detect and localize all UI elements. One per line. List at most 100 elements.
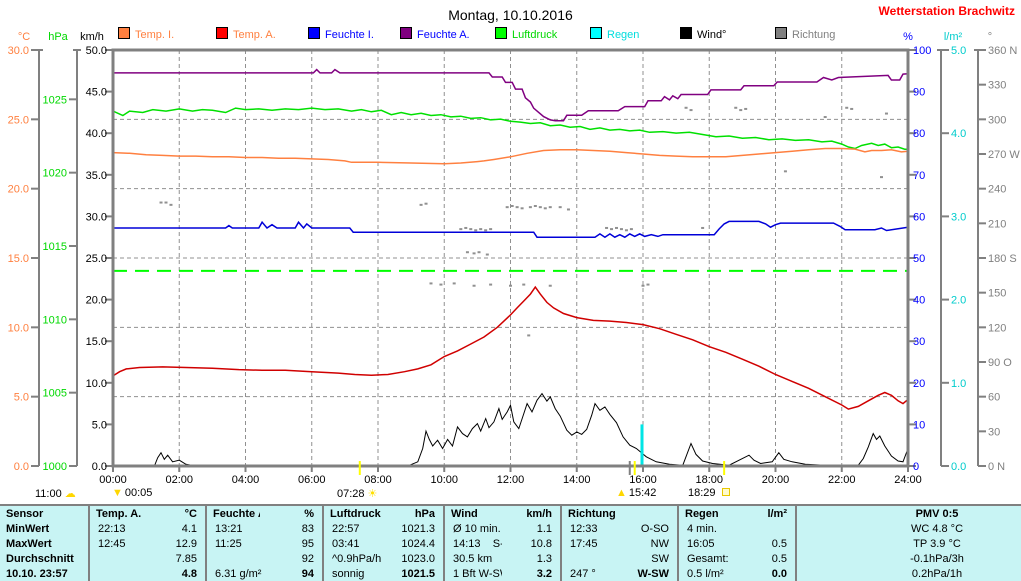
direction-dot — [744, 107, 748, 110]
direction-dot — [538, 206, 542, 209]
direction-dot — [479, 228, 483, 231]
direction-dot — [459, 228, 463, 231]
table-cell-label — [98, 552, 147, 567]
x-tick-label: 04:00 — [232, 474, 260, 486]
table-separator — [677, 506, 679, 581]
y-tick-label-deg: 360 N — [988, 45, 1017, 57]
y-tick-label-kmh: 0.0 — [92, 461, 107, 473]
table-cell-pmv: WC 4.8 °C — [910, 523, 964, 535]
table-cell-label: 1 Bft W-SW — [453, 568, 502, 580]
y-tick-label-pct: 100 — [913, 45, 931, 57]
legend-label: Temp. A. — [233, 29, 276, 41]
table-separator — [88, 506, 90, 581]
axis-unit-kmh: km/h — [80, 31, 104, 43]
series-luftdruck — [112, 107, 908, 150]
direction-dot — [527, 334, 531, 337]
y-tick-label-deg: 90 O — [988, 357, 1012, 369]
axis-unit-c: °C — [18, 31, 30, 43]
table-header-wind: Wind — [451, 508, 478, 520]
direction-dot — [610, 228, 614, 231]
direction-dot — [566, 208, 570, 211]
direction-dot — [850, 107, 854, 110]
table-header-unit: % — [304, 508, 314, 520]
y-tick-label-kmh: 35.0 — [86, 170, 107, 182]
table-header-pmv: PMV 0:5 — [915, 508, 959, 520]
marker-time-label: 11:00 — [35, 488, 62, 500]
table-cell-label: 17:45 — [570, 538, 598, 550]
legend-item-temp-i: Temp. I. — [118, 27, 174, 41]
table-cell-value: 3.2 — [536, 568, 552, 580]
table-row-label: Durchschnitt — [6, 553, 74, 565]
direction-dot — [489, 283, 493, 286]
y-tick-label-pct: 0 — [913, 461, 919, 473]
table-cell-label: 16:05 — [687, 538, 715, 550]
direction-dot — [465, 251, 469, 254]
y-tick-label-kmh: 25.0 — [86, 253, 107, 265]
table-separator — [443, 506, 445, 581]
y-tick-label-deg: 210 — [988, 218, 1006, 230]
table-cell-value: 1021.3 — [401, 523, 435, 535]
station-name: Wetterstation Brachwitz — [878, 4, 1015, 18]
y-tick-label-kmh: 45.0 — [86, 87, 107, 99]
y-tick-label-c: 5.0 — [14, 392, 29, 404]
y-tick-label-lm2: 2.0 — [951, 295, 966, 307]
direction-dot — [646, 283, 650, 286]
table-cell-label: Ø 10 min. — [453, 523, 501, 535]
sun-icon: ☀ — [367, 488, 378, 500]
table-cell-label — [98, 567, 147, 581]
table-cell-value: 4.8 — [181, 568, 197, 580]
y-tick-label-deg: 150 — [988, 288, 1006, 300]
direction-dot — [619, 228, 623, 231]
table-header-unit: l/m² — [767, 508, 787, 520]
y-tick-label-deg: 240 — [988, 184, 1006, 196]
y-tick-label-deg: 330 — [988, 80, 1006, 92]
legend-label: Luftdruck — [512, 29, 558, 41]
table-cell-label: Gesamt: — [687, 553, 729, 565]
x-tick-label: 22:00 — [828, 474, 856, 486]
arrow-down-icon: ▼ — [112, 487, 123, 499]
series-feuchte-i — [113, 220, 909, 239]
y-tick-label-c: 0.0 — [14, 461, 29, 473]
table-cell-value: 94 — [301, 568, 314, 580]
table-cell-label: 12:33 — [570, 523, 598, 535]
table-cell-value: 1023.0 — [401, 553, 435, 565]
marker-time-label: 07:28 — [337, 488, 365, 500]
table-cell-value: 1021.5 — [401, 568, 435, 580]
direction-dot — [558, 206, 562, 209]
x-tick-label: 24:00 — [894, 474, 922, 486]
table-cell-value: 4.1 — [181, 523, 197, 535]
y-tick-label-c: 30.0 — [8, 45, 29, 57]
summary-table: Sensor MinWert MaxWert Durchschnitt 10.10. 2… — [0, 504, 1021, 581]
direction-dot — [701, 226, 705, 229]
y-tick-label-kmh: 50.0 — [86, 45, 107, 57]
legend-swatch-feuchte-a — [400, 27, 412, 39]
direction-dot — [884, 112, 888, 115]
direction-dot — [485, 253, 489, 256]
x-tick-label: 06:00 — [298, 474, 326, 486]
y-tick-label-pct: 30 — [913, 336, 925, 348]
direction-dot — [510, 205, 514, 207]
direction-dot — [164, 201, 168, 204]
direction-dot — [522, 283, 526, 286]
table-row-label: 10.10. 23:57 — [6, 568, 68, 580]
y-tick-label-lm2: 4.0 — [951, 128, 966, 140]
table-cell-label: 13:21 — [215, 523, 243, 535]
direction-dot — [528, 206, 532, 209]
y-tick-label-c: 25.0 — [8, 114, 29, 126]
cloud-icon: ☁ — [64, 488, 76, 500]
y-tick-label-pct: 70 — [913, 170, 925, 182]
direction-dot — [684, 106, 688, 109]
y-tick-label-deg: 0 N — [988, 461, 1005, 473]
table-cell-label: 11:25 — [215, 538, 242, 550]
direction-dot — [548, 206, 552, 209]
table-separator — [322, 506, 324, 581]
direction-dot — [624, 229, 628, 232]
marker-sunset: 18:29 — [688, 487, 730, 499]
marker-sunrise: 07:28 ☀ — [337, 487, 377, 500]
direction-dot — [169, 203, 173, 206]
direction-dot — [515, 206, 519, 209]
direction-dot — [419, 203, 423, 206]
legend-label: Wind° — [697, 29, 727, 41]
table-cell-label — [570, 552, 619, 567]
y-tick-label-pct: 80 — [913, 128, 925, 140]
